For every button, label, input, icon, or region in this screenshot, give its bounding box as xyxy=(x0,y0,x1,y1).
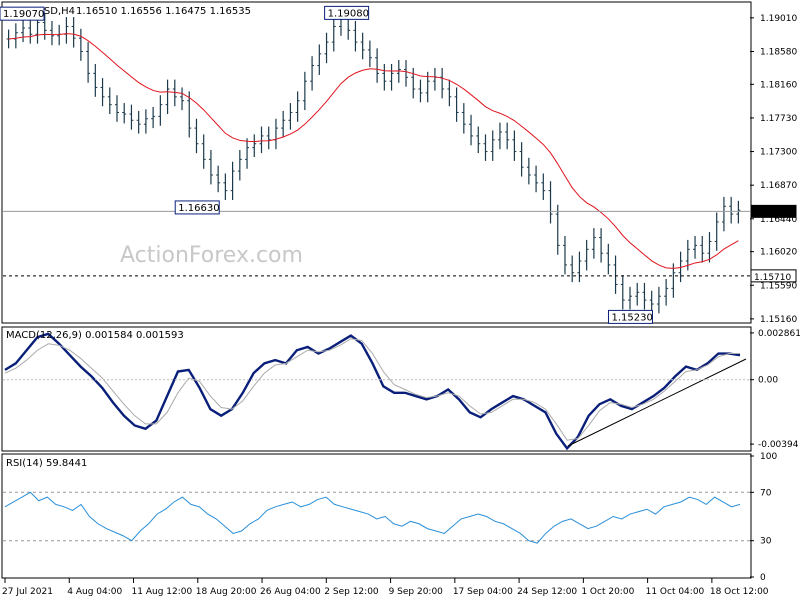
price-ytick-label: 1.17300 xyxy=(760,148,797,158)
rsi-label: RSI(14) 59.8441 xyxy=(6,458,87,469)
price-ytick-label: 1.16020 xyxy=(760,248,797,258)
xtick-label: 4 Aug 04:00 xyxy=(67,587,122,597)
moving-average-line xyxy=(8,33,739,269)
rsi-ytick-label: 100 xyxy=(760,452,777,462)
macd-ytick-label: 0.00 xyxy=(758,376,778,386)
price-annotation-label: 1.19070 xyxy=(3,9,44,20)
price-level-box xyxy=(750,204,797,218)
price-ytick-label: 1.18160 xyxy=(760,80,797,90)
xtick-label: 1 Oct 20:00 xyxy=(581,587,634,597)
xtick-label: 9 Sep 20:00 xyxy=(389,587,444,597)
xtick-label: 11 Oct 04:00 xyxy=(646,587,705,597)
macd-layer xyxy=(3,332,750,451)
price-annotation-box xyxy=(174,200,220,215)
price-annotation-label: 1.16630 xyxy=(178,203,219,214)
price-ytick-label: 1.19010 xyxy=(760,14,797,24)
price-layer: 1.19080 1.16630 1.15230 1.19070 xyxy=(0,5,750,324)
price-level-label: 1.15710 xyxy=(754,273,791,283)
rsi-layer xyxy=(3,491,750,544)
ohlc-readout: 1.16510 1.16556 1.16475 1.16535 xyxy=(76,6,251,17)
price-annotation-box xyxy=(324,5,370,20)
xtick-label: 2 Sep 12:00 xyxy=(324,587,379,597)
price-ytick-label: 1.16440 xyxy=(760,215,797,225)
price-ytick-label: 1.15590 xyxy=(760,281,797,291)
macd-ytick-label: 0.002861 xyxy=(758,329,800,339)
price-annotation-box xyxy=(607,309,653,324)
xtick-label: 17 Sep 04:00 xyxy=(453,587,513,597)
rsi-ytick-label: 70 xyxy=(760,488,772,498)
price-ytick-label: 1.15160 xyxy=(760,315,797,325)
macd-line xyxy=(4,332,741,451)
signal-line xyxy=(4,338,740,441)
price-level-box xyxy=(750,269,797,283)
xtick-label: 18 Oct 12:00 xyxy=(710,587,769,597)
price-ytick-label: 1.17730 xyxy=(760,114,797,124)
macd-panel-frame xyxy=(1,326,752,452)
xtick-label: 11 Aug 12:00 xyxy=(132,587,193,597)
price-annotation-box xyxy=(0,6,45,21)
price-ytick-label: 1.16870 xyxy=(760,181,797,191)
price-annotation-label: 1.19080 xyxy=(328,8,369,19)
rsi-ytick-label: 30 xyxy=(760,537,772,547)
xtick-label: 24 Sep 12:00 xyxy=(517,587,577,597)
price-ytick-label: 1.18580 xyxy=(760,47,797,57)
macd-trendline xyxy=(567,358,747,447)
price-level-label: 1.16535 xyxy=(754,208,791,218)
watermark: ActionForex.com xyxy=(120,243,303,268)
macd-label: MACD(12,26,9) 0.001584 0.001593 xyxy=(6,330,184,341)
rsi-ytick-label: 0 xyxy=(760,573,766,583)
rsi-panel-frame xyxy=(1,453,752,579)
xtick-label: 18 Aug 20:00 xyxy=(196,587,257,597)
rsi-line xyxy=(4,491,741,544)
price-panel-frame xyxy=(1,1,752,324)
xtick-label: 27 Jul 2021 xyxy=(2,587,53,597)
symbol-label: EURUSD,H4 xyxy=(16,6,75,17)
xtick-label: 26 Aug 04:00 xyxy=(260,587,321,597)
macd-ytick-label: -0.00394 xyxy=(758,440,799,450)
price-annotation-label: 1.15230 xyxy=(611,312,652,323)
axis-layer: 1.19010 1.18580 1.18160 1.17730 1.17300 1.168… xyxy=(2,14,800,597)
